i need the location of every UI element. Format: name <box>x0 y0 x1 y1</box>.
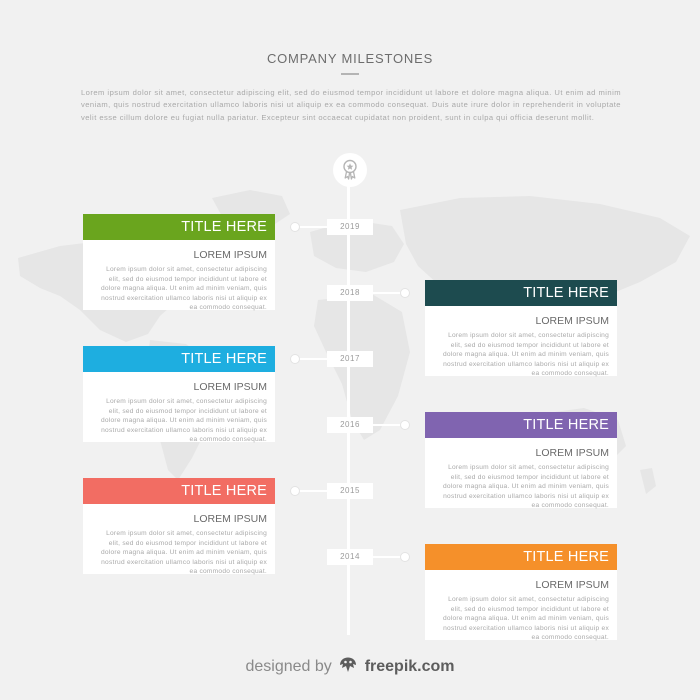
milestone-description: Lorem ipsum dolor sit amet, consectetur … <box>100 530 267 576</box>
year-label-2015: 2015 <box>327 483 373 499</box>
milestone-title: TITLE HERE <box>425 544 617 570</box>
connector-2019 <box>297 226 327 228</box>
connector-2017 <box>297 358 327 360</box>
milestone-card-2015: TITLE HERE LOREM IPSUM Lorem ipsum dolor… <box>83 478 275 576</box>
connector-dot-2019 <box>290 222 300 232</box>
milestone-title: TITLE HERE <box>83 214 275 240</box>
milestone-title: TITLE HERE <box>425 280 617 306</box>
milestone-title: TITLE HERE <box>83 346 275 372</box>
milestone-description: Lorem ipsum dolor sit amet, consectetur … <box>442 464 609 510</box>
intro-paragraph: Lorem ipsum dolor sit amet, consectetur … <box>81 88 621 122</box>
milestone-title: TITLE HERE <box>83 478 275 504</box>
milestone-description: Lorem ipsum dolor sit amet, consectetur … <box>442 332 609 378</box>
connector-dot-2017 <box>290 354 300 364</box>
year-label-2019: 2019 <box>327 219 373 235</box>
milestone-card-2016: TITLE HERE LOREM IPSUM Lorem ipsum dolor… <box>425 412 617 510</box>
footer-brand-link[interactable]: freepik.com <box>364 658 455 675</box>
milestone-description: Lorem ipsum dolor sit amet, consectetur … <box>442 596 609 642</box>
year-label-2014: 2014 <box>327 549 373 565</box>
year-label-2018: 2018 <box>327 285 373 301</box>
footer-prefix: designed by <box>245 658 332 675</box>
connector-2015 <box>297 490 327 492</box>
title-underline <box>341 73 359 75</box>
milestone-subtitle: LOREM IPSUM <box>535 447 609 459</box>
milestone-subtitle: LOREM IPSUM <box>193 513 267 525</box>
milestone-description: Lorem ipsum dolor sit amet, consectetur … <box>100 266 267 312</box>
connector-2014 <box>373 556 403 558</box>
connector-dot-2015 <box>290 486 300 496</box>
milestone-subtitle: LOREM IPSUM <box>535 315 609 327</box>
footer-credit: designed by freepik.com <box>0 656 700 676</box>
milestone-subtitle: LOREM IPSUM <box>193 249 267 261</box>
milestone-card-2018: TITLE HERE LOREM IPSUM Lorem ipsum dolor… <box>425 280 617 378</box>
year-label-2016: 2016 <box>327 417 373 433</box>
freepik-logo-icon <box>340 657 357 672</box>
milestone-description: Lorem ipsum dolor sit amet, consectetur … <box>100 398 267 444</box>
connector-dot-2016 <box>400 420 410 430</box>
milestone-subtitle: LOREM IPSUM <box>535 579 609 591</box>
milestone-card-2019: TITLE HERE LOREM IPSUM Lorem ipsum dolor… <box>83 214 275 312</box>
timeline-badge <box>333 153 367 187</box>
connector-dot-2018 <box>400 288 410 298</box>
milestone-subtitle: LOREM IPSUM <box>193 381 267 393</box>
connector-2018 <box>373 292 403 294</box>
milestone-title: TITLE HERE <box>425 412 617 438</box>
page-title: COMPANY MILESTONES <box>266 51 434 66</box>
connector-2016 <box>373 424 403 426</box>
award-ribbon-icon <box>343 159 357 180</box>
milestone-card-2017: TITLE HERE LOREM IPSUM Lorem ipsum dolor… <box>83 346 275 444</box>
connector-dot-2014 <box>400 552 410 562</box>
timeline-line <box>347 185 350 635</box>
year-label-2017: 2017 <box>327 351 373 367</box>
milestone-card-2014: TITLE HERE LOREM IPSUM Lorem ipsum dolor… <box>425 544 617 642</box>
